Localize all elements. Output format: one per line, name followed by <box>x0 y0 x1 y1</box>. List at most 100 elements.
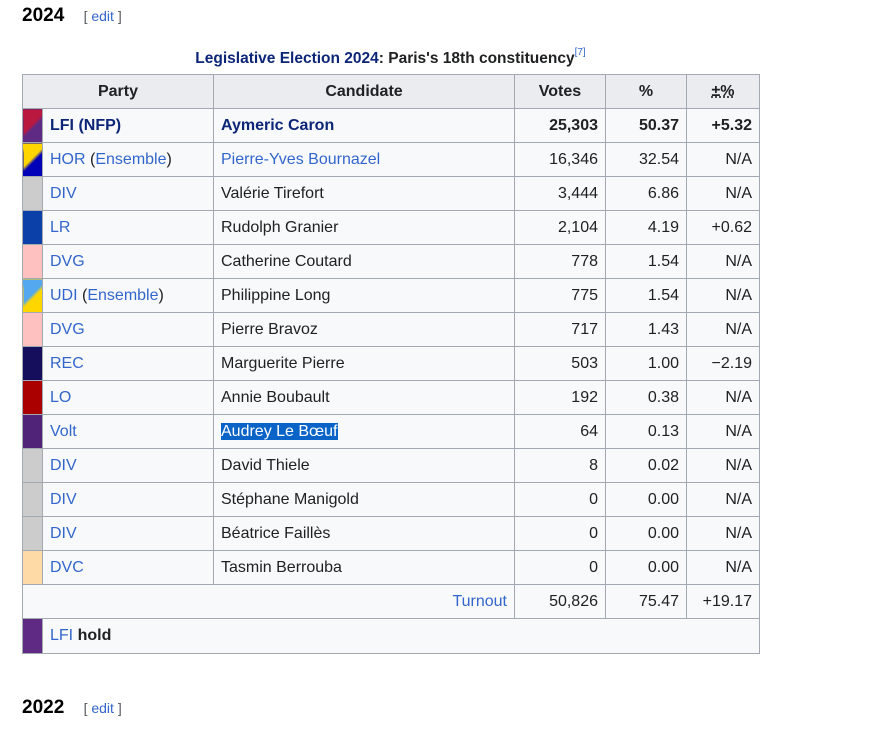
candidate-cell: Pierre Bravoz <box>213 312 515 347</box>
party-cell: LR <box>42 210 214 245</box>
turnout-change: +19.17 <box>686 584 760 619</box>
percent-cell: 4.19 <box>605 210 687 245</box>
table-header-row: Party Candidate Votes % ±% <box>22 74 760 109</box>
party-link[interactable]: LFI <box>50 116 74 134</box>
header-change[interactable]: ±% <box>686 74 760 109</box>
alliance-link[interactable]: NFP <box>83 116 116 134</box>
candidate-cell: Stéphane Manigold <box>213 482 515 517</box>
party-link[interactable]: DIV <box>50 490 77 508</box>
candidate-cell: Valérie Tirefort <box>213 176 515 211</box>
party-cell: DIV <box>42 176 214 211</box>
change-cell: N/A <box>686 550 760 585</box>
party-link[interactable]: REC <box>50 354 84 372</box>
table-row: DVG Catherine Coutard 778 1.54 N/A <box>22 244 760 279</box>
party-color-swatch <box>22 142 43 177</box>
votes-cell: 64 <box>514 414 606 449</box>
hold-row: LFI hold <box>22 618 760 654</box>
table-row: DIV Stéphane Manigold 0 0.00 N/A <box>22 482 760 517</box>
alliance-link[interactable]: Ensemble <box>87 286 159 304</box>
caption-link[interactable]: Legislative Election 2024 <box>195 50 379 67</box>
party-cell: DVG <box>42 312 214 347</box>
hold-party-link[interactable]: LFI <box>50 627 74 644</box>
candidate-name: David Thiele <box>221 456 310 474</box>
header-percent: % <box>605 74 687 109</box>
party-color-swatch <box>22 244 43 279</box>
party-cell: DIV <box>42 516 214 551</box>
party-link[interactable]: DVG <box>50 320 85 338</box>
table-row: DIV Béatrice Faillès 0 0.00 N/A <box>22 516 760 551</box>
change-cell: N/A <box>686 516 760 551</box>
party-color-swatch <box>22 516 43 551</box>
change-cell: N/A <box>686 142 760 177</box>
percent-cell: 6.86 <box>605 176 687 211</box>
candidate-name: Stéphane Manigold <box>221 490 359 508</box>
alliance-link[interactable]: Ensemble <box>95 150 167 168</box>
table-row: Volt Audrey Le Bœuf 64 0.13 N/A <box>22 414 760 449</box>
votes-cell: 0 <box>514 550 606 585</box>
party-cell: HOR (Ensemble) <box>42 142 214 177</box>
candidate-cell: Aymeric Caron <box>213 108 515 143</box>
candidate-cell: Annie Boubault <box>213 380 515 415</box>
reference-link[interactable]: [7] <box>574 47 586 58</box>
change-cell: N/A <box>686 414 760 449</box>
party-cell: DIV <box>42 448 214 483</box>
percent-cell: 0.00 <box>605 516 687 551</box>
percent-cell: 1.54 <box>605 244 687 279</box>
candidate-cell: David Thiele <box>213 448 515 483</box>
candidate-name: Philippine Long <box>221 286 331 304</box>
candidate-cell: Catherine Coutard <box>213 244 515 279</box>
edit-link[interactable]: edit <box>91 700 114 716</box>
candidate-cell: Philippine Long <box>213 278 515 313</box>
caption-text: : Paris's 18th constituency <box>378 50 575 67</box>
votes-cell: 8 <box>514 448 606 483</box>
edit-section: [ edit ] <box>84 700 122 716</box>
hold-word: hold <box>77 627 112 644</box>
party-link[interactable]: LR <box>50 218 71 236</box>
party-link[interactable]: DIV <box>50 184 77 202</box>
candidate-cell: Marguerite Pierre <box>213 346 515 381</box>
change-cell: N/A <box>686 380 760 415</box>
turnout-percent: 75.47 <box>605 584 687 619</box>
party-link[interactable]: LO <box>50 388 72 406</box>
votes-cell: 3,444 <box>514 176 606 211</box>
party-cell: REC <box>42 346 214 381</box>
party-cell: DIV <box>42 482 214 517</box>
party-link[interactable]: Volt <box>50 422 77 440</box>
percent-cell: 0.02 <box>605 448 687 483</box>
table-row: DVC Tasmin Berrouba 0 0.00 N/A <box>22 550 760 585</box>
party-link[interactable]: UDI <box>50 286 78 304</box>
percent-cell: 0.38 <box>605 380 687 415</box>
table-row: HOR (Ensemble) Pierre-Yves Bournazel 16,34… <box>22 142 760 177</box>
table-row: DIV David Thiele 8 0.02 N/A <box>22 448 760 483</box>
turnout-votes: 50,826 <box>514 584 606 619</box>
candidate-name: Annie Boubault <box>221 388 330 406</box>
percent-cell: 0.13 <box>605 414 687 449</box>
candidate-cell: Béatrice Faillès <box>213 516 515 551</box>
party-link[interactable]: DIV <box>50 456 77 474</box>
table-row: DVG Pierre Bravoz 717 1.43 N/A <box>22 312 760 347</box>
party-color-swatch <box>22 312 43 347</box>
percent-cell: 50.37 <box>605 108 687 143</box>
turnout-label[interactable]: Turnout <box>22 584 515 619</box>
party-link[interactable]: HOR <box>50 150 86 168</box>
election-results-table: Party Candidate Votes % ±% LFI (NFP) Ayme… <box>22 74 760 654</box>
header-party: Party <box>22 74 214 109</box>
party-link[interactable]: DIV <box>50 524 77 542</box>
edit-link[interactable]: edit <box>91 8 114 24</box>
edit-bracket-close: ] <box>117 8 122 24</box>
candidate-link[interactable]: Pierre-Yves Bournazel <box>221 150 381 168</box>
party-cell: Volt <box>42 414 214 449</box>
table-row: LFI (NFP) Aymeric Caron 25,303 50.37 +5.32 <box>22 108 760 143</box>
party-link[interactable]: DVC <box>50 558 84 576</box>
votes-cell: 25,303 <box>514 108 606 143</box>
header-votes: Votes <box>514 74 606 109</box>
votes-cell: 775 <box>514 278 606 313</box>
change-cell: N/A <box>686 312 760 347</box>
party-link[interactable]: DVG <box>50 252 85 270</box>
table-row: UDI (Ensemble) Philippine Long 775 1.54 N/A <box>22 278 760 313</box>
candidate-link[interactable]: Aymeric Caron <box>221 116 335 134</box>
change-cell: N/A <box>686 448 760 483</box>
change-cell: +0.62 <box>686 210 760 245</box>
party-color-swatch <box>22 346 43 381</box>
votes-cell: 717 <box>514 312 606 347</box>
